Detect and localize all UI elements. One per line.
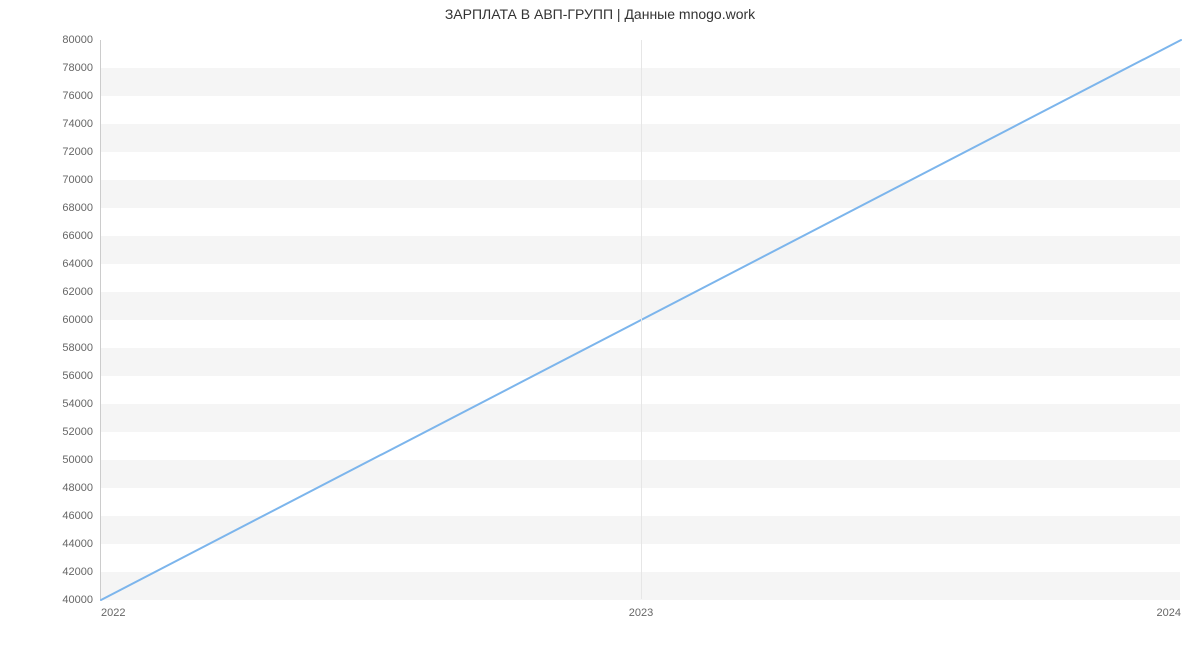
plot-area: 4000042000440004600048000500005200054000… bbox=[100, 40, 1180, 600]
y-tick-label: 52000 bbox=[62, 426, 101, 438]
salary-line-chart: ЗАРПЛАТА В АВП-ГРУПП | Данные mnogo.work… bbox=[0, 0, 1200, 650]
y-tick-label: 76000 bbox=[62, 90, 101, 102]
y-tick-label: 44000 bbox=[62, 538, 101, 550]
x-tick-label: 2023 bbox=[629, 599, 653, 619]
y-tick-label: 48000 bbox=[62, 482, 101, 494]
y-tick-label: 70000 bbox=[62, 174, 101, 186]
x-gridline bbox=[641, 40, 642, 599]
y-tick-label: 68000 bbox=[62, 202, 101, 214]
y-tick-label: 54000 bbox=[62, 398, 101, 410]
y-tick-label: 66000 bbox=[62, 230, 101, 242]
y-tick-label: 60000 bbox=[62, 314, 101, 326]
y-tick-label: 42000 bbox=[62, 566, 101, 578]
x-tick-label: 2022 bbox=[101, 599, 125, 619]
y-tick-label: 72000 bbox=[62, 146, 101, 158]
y-tick-label: 40000 bbox=[62, 594, 101, 606]
y-tick-label: 80000 bbox=[62, 34, 101, 46]
y-tick-label: 78000 bbox=[62, 62, 101, 74]
y-tick-label: 64000 bbox=[62, 258, 101, 270]
y-tick-label: 46000 bbox=[62, 510, 101, 522]
x-tick-label: 2024 bbox=[1157, 599, 1181, 619]
chart-title: ЗАРПЛАТА В АВП-ГРУПП | Данные mnogo.work bbox=[0, 6, 1200, 22]
y-tick-label: 50000 bbox=[62, 454, 101, 466]
y-tick-label: 56000 bbox=[62, 370, 101, 382]
y-tick-label: 74000 bbox=[62, 118, 101, 130]
y-tick-label: 62000 bbox=[62, 286, 101, 298]
y-tick-label: 58000 bbox=[62, 342, 101, 354]
